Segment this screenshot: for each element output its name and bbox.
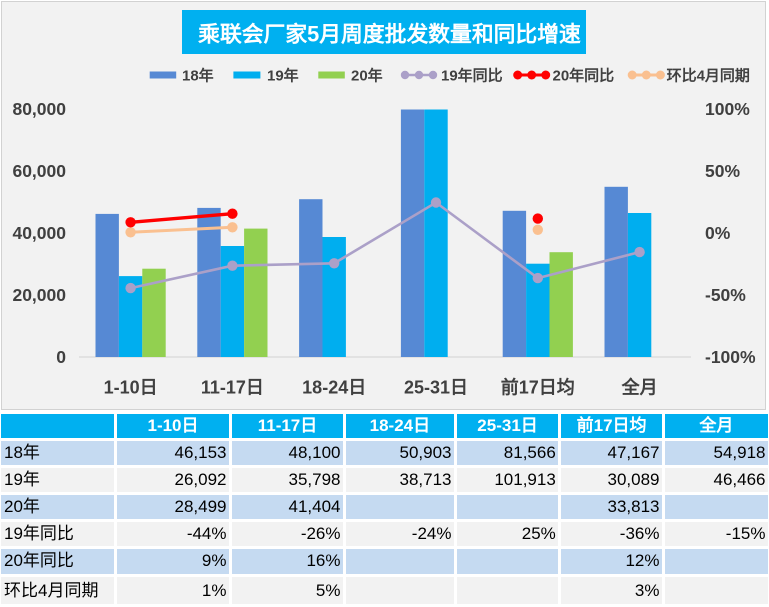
svg-text:0%: 0% — [705, 223, 731, 243]
svg-text:80,000: 80,000 — [12, 99, 66, 119]
svg-text:20年同比: 20年同比 — [553, 67, 615, 85]
svg-text:60,000: 60,000 — [12, 161, 66, 181]
svg-text:50%: 50% — [705, 161, 740, 181]
svg-text:100%: 100% — [705, 99, 750, 119]
svg-text:19年: 19年 — [267, 67, 299, 85]
svg-text:19年同比: 19年同比 — [441, 67, 503, 85]
svg-text:0: 0 — [56, 347, 66, 367]
svg-text:40,000: 40,000 — [12, 223, 66, 243]
svg-text:25-31日: 25-31日 — [404, 378, 468, 398]
svg-text:18-24日: 18-24日 — [302, 378, 366, 398]
svg-text:18年: 18年 — [182, 67, 214, 85]
svg-text:1-10日: 1-10日 — [104, 378, 158, 398]
svg-text:20年: 20年 — [351, 67, 383, 85]
svg-text:11-17日: 11-17日 — [201, 378, 264, 398]
svg-text:-100%: -100% — [705, 347, 756, 367]
svg-text:-50%: -50% — [705, 285, 746, 305]
svg-text:乘联会厂家5月周度批发数量和同比增速: 乘联会厂家5月周度批发数量和同比增速 — [197, 22, 581, 47]
svg-text:前17日均: 前17日均 — [501, 377, 575, 398]
svg-text:20,000: 20,000 — [12, 285, 66, 305]
svg-text:全月: 全月 — [621, 377, 658, 398]
svg-text:环比4月同期: 环比4月同期 — [667, 67, 750, 85]
